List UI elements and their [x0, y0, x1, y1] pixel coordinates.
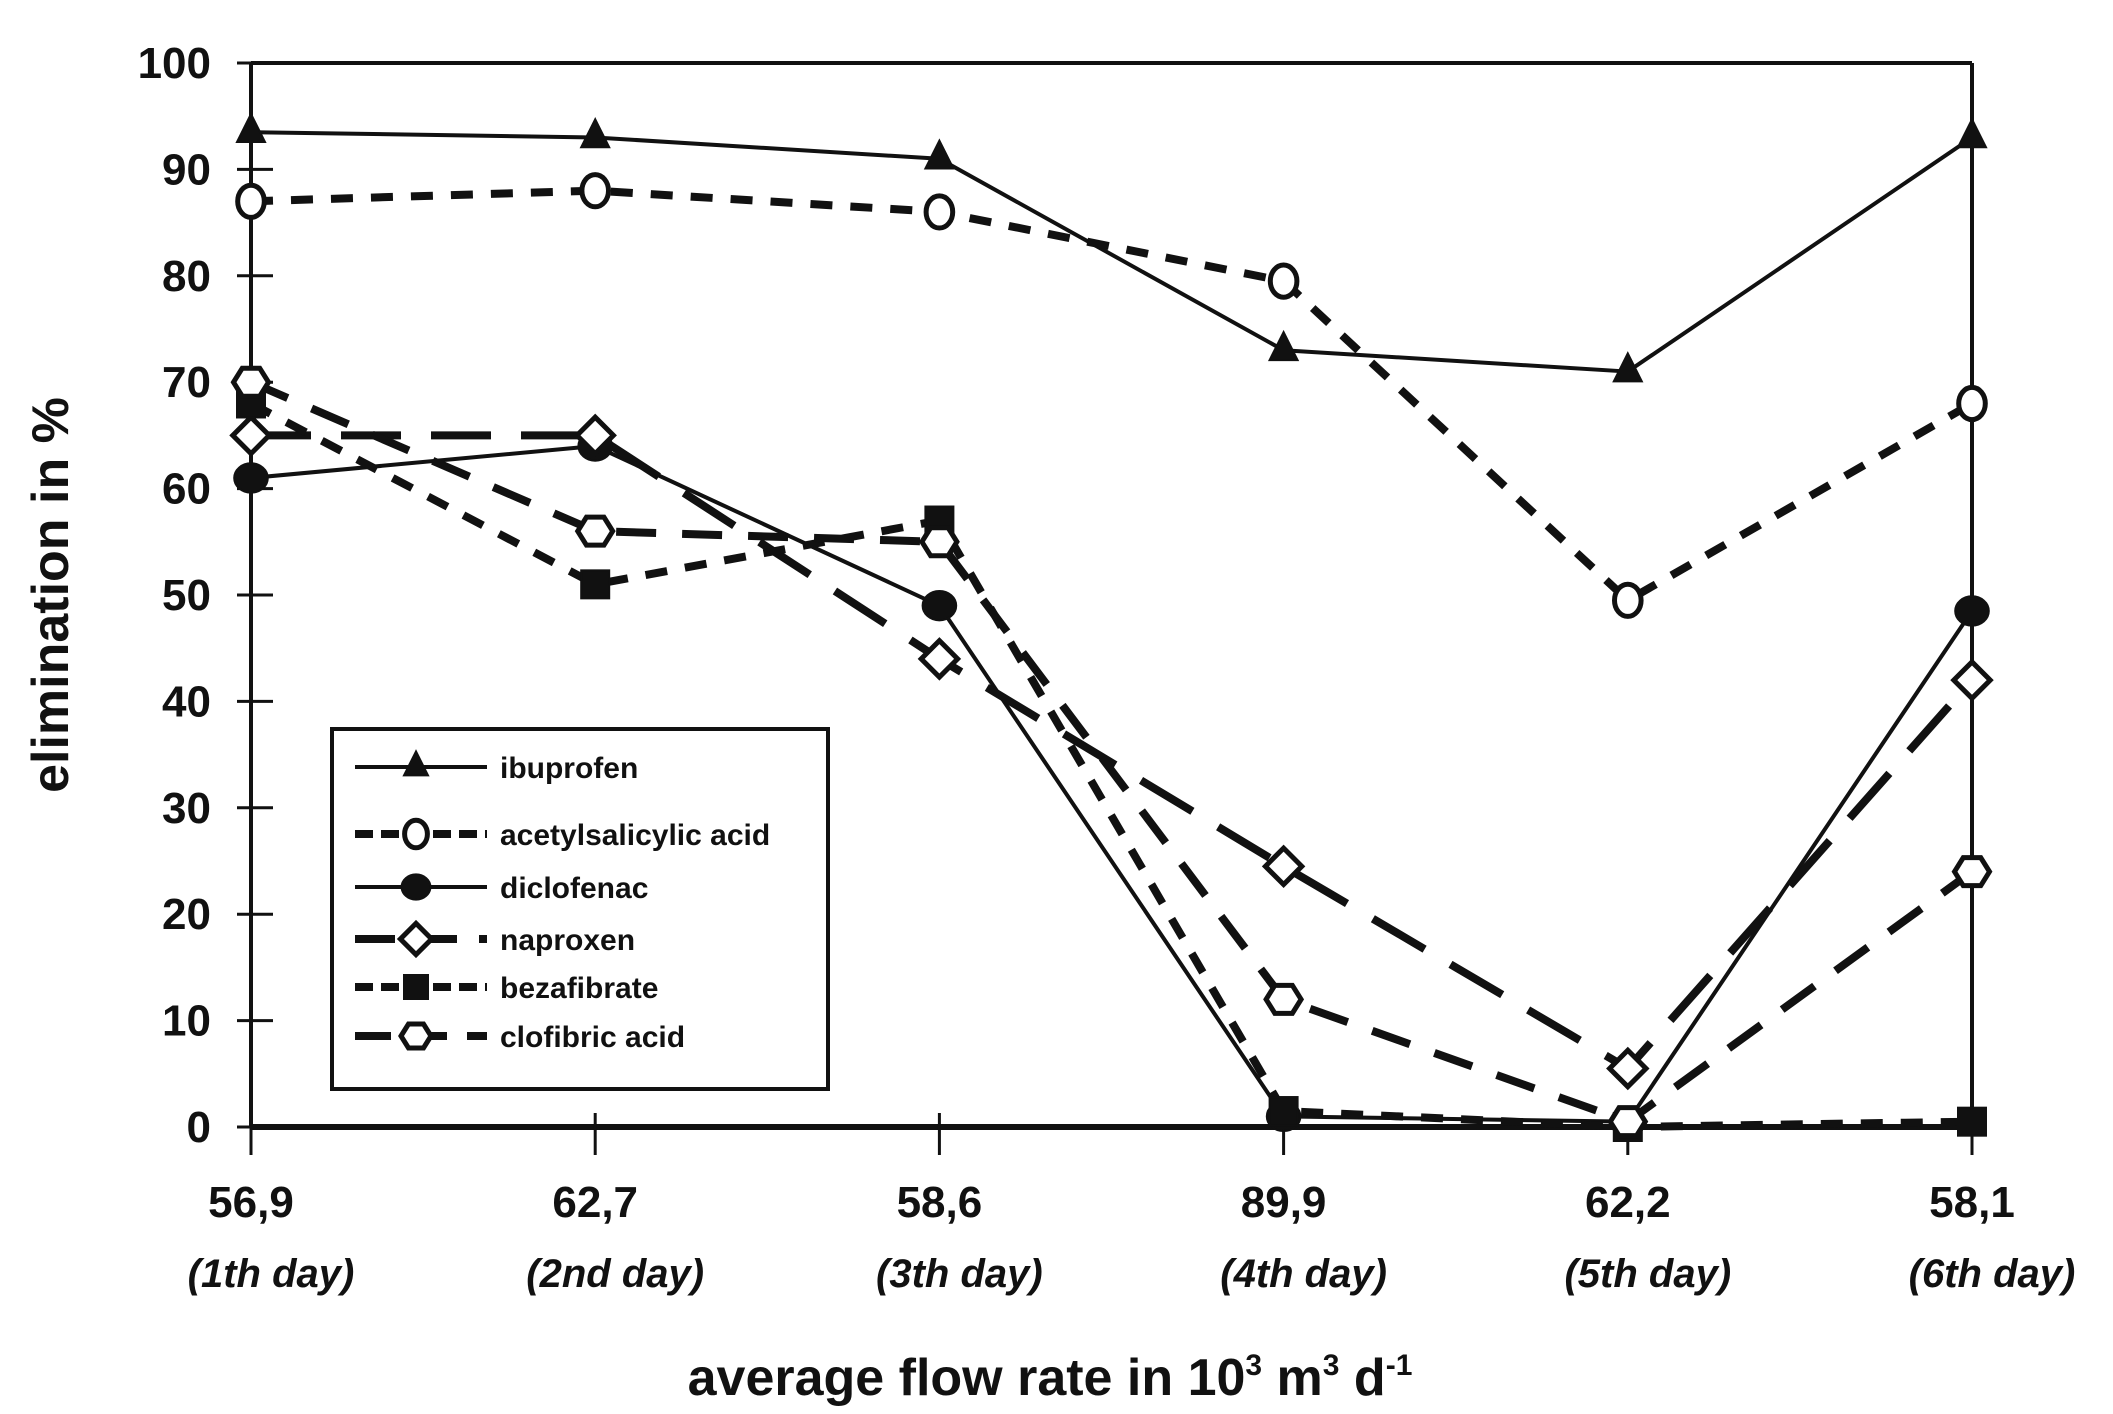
legend-label-ibuprofen: ibuprofen	[500, 752, 638, 785]
data-point-naproxen	[1606, 1046, 1650, 1091]
series-line-ibuprofen	[250, 130, 1974, 374]
data-point-naproxen	[917, 637, 962, 681]
legend-label-diclofenac: diclofenac	[500, 872, 648, 905]
data-point-bezafibrate	[580, 569, 611, 600]
legend-marker-clofibric-acid	[398, 1021, 434, 1051]
legend-label-naproxen: naproxen	[500, 924, 635, 957]
y-tick-label: 30	[162, 784, 211, 833]
x-axis-title-unit-d: d	[1339, 1349, 1385, 1407]
data-point-clofibric-acid	[1951, 855, 1993, 889]
data-point-bezafibrate	[1268, 1096, 1299, 1127]
y-tick-label: 0	[187, 1103, 211, 1152]
legend-marker-acetylsalicylic-acid	[402, 817, 430, 851]
series-line-acetylsalicylic-acid	[250, 186, 1974, 605]
data-point-ibuprofen	[579, 117, 611, 149]
data-point-acetylsalicylic-acid	[923, 193, 956, 231]
legend-marker-bezafibrate	[403, 974, 429, 1000]
y-tick-label: 40	[162, 677, 211, 726]
data-point-ibuprofen	[1267, 329, 1300, 362]
x-tick-label: 89,9	[1241, 1178, 1327, 1227]
y-tick-label: 80	[162, 252, 211, 301]
data-point-clofibric-acid	[918, 525, 960, 559]
x-axis-title-sup2: 3	[1323, 1349, 1340, 1382]
y-tick-label: 10	[162, 997, 211, 1046]
x-axis: 56,9 (1th day) 62,7 (2nd day) 58,6 (3th day) 8…	[188, 1113, 2076, 1296]
series-line-naproxen	[251, 431, 1975, 1073]
x-tick-sublabel: (6th day)	[1909, 1252, 2076, 1296]
x-axis-title: average flow rate in 103 m3 d-1	[688, 1349, 1413, 1407]
x-tick-sublabel: (5th day)	[1564, 1252, 1731, 1296]
data-point-acetylsalicylic-acid	[579, 172, 612, 210]
legend-marker-naproxen	[396, 919, 436, 959]
series-line-clofibric-acid	[249, 378, 1975, 1126]
y-axis: 0 10 20 30 40 50 60 70 80 90 100	[138, 39, 273, 1152]
data-point-clofibric-acid	[1263, 982, 1305, 1016]
legend-label-clofibric-acid: clofibric acid	[500, 1021, 685, 1054]
legend-label-acetylsalicylic-acid: acetylsalicylic acid	[500, 819, 770, 852]
series-line-diclofenac	[250, 444, 1974, 1124]
data-point-clofibric-acid	[230, 365, 272, 399]
legend-marker-diclofenac	[400, 873, 432, 901]
data-point-acetylsalicylic-acid	[1267, 262, 1300, 300]
x-tick-label: 58,6	[897, 1178, 983, 1227]
data-point-diclofenac	[233, 462, 269, 494]
data-point-ibuprofen	[1956, 117, 1988, 149]
y-axis-title: elimination in %	[22, 397, 80, 793]
x-axis-title-main: average flow rate in 10	[688, 1349, 1246, 1407]
y-tick-label: 70	[162, 358, 211, 407]
data-point-acetylsalicylic-acid	[1956, 384, 1988, 423]
series-markers	[229, 111, 1994, 1142]
y-tick-label: 50	[162, 571, 211, 620]
data-point-acetylsalicylic-acid	[1612, 581, 1644, 619]
x-axis-title-unit-m: m	[1262, 1349, 1323, 1407]
data-point-clofibric-acid	[574, 514, 616, 548]
x-axis-title-sup3: -1	[1386, 1349, 1413, 1382]
legend-label-bezafibrate: bezafibrate	[500, 972, 658, 1005]
data-point-naproxen	[229, 413, 273, 458]
data-point-clofibric-acid	[1607, 1105, 1649, 1139]
x-tick-sublabel: (1th day)	[188, 1252, 355, 1296]
y-tick-label: 60	[162, 465, 211, 514]
x-tick-sublabel: (2nd day)	[526, 1252, 704, 1296]
series-line-bezafibrate	[249, 399, 1973, 1131]
x-axis-title-sup1: 3	[1245, 1349, 1262, 1382]
x-tick-label: 62,7	[552, 1178, 638, 1227]
data-point-naproxen	[1261, 844, 1306, 889]
x-tick-sublabel: (3th day)	[876, 1252, 1043, 1296]
y-tick-label: 90	[162, 145, 211, 194]
data-point-ibuprofen	[923, 138, 956, 170]
data-point-ibuprofen	[1612, 351, 1644, 383]
data-point-naproxen	[573, 413, 617, 458]
data-point-ibuprofen	[235, 111, 267, 143]
data-point-diclofenac	[1954, 595, 1990, 627]
data-point-acetylsalicylic-acid	[235, 182, 267, 220]
data-point-bezafibrate	[1957, 1106, 1987, 1137]
y-tick-label: 100	[138, 39, 211, 88]
legend: ibuprofen acetylsalicylic acid diclofenac n…	[330, 727, 830, 1091]
data-point-diclofenac	[921, 589, 958, 622]
data-point-naproxen	[1950, 658, 1994, 702]
legend-marker-ibuprofen	[402, 749, 430, 777]
series-lines	[249, 130, 1975, 1131]
x-tick-label: 56,9	[208, 1178, 294, 1227]
x-tick-label: 58,1	[1929, 1178, 2015, 1227]
x-tick-label: 62,2	[1585, 1178, 1671, 1227]
x-tick-sublabel: (4th day)	[1220, 1252, 1387, 1296]
y-tick-label: 20	[162, 890, 211, 939]
